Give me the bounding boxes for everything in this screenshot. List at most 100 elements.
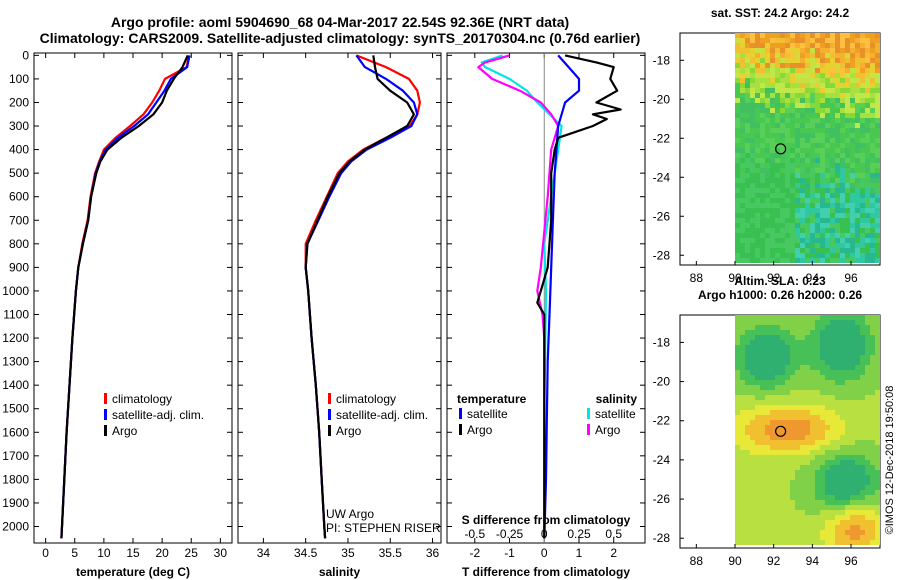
- sst-cell: [810, 118, 815, 123]
- sla-cell: [820, 505, 825, 510]
- sla-cell: [860, 480, 865, 485]
- sla-cell: [800, 330, 805, 335]
- sla-cell: [865, 365, 870, 370]
- sst-cell: [770, 108, 775, 113]
- sst-cell: [805, 198, 810, 203]
- sst-cell: [800, 108, 805, 113]
- sst-cell: [780, 258, 785, 263]
- sst-cell: [755, 83, 760, 88]
- sla-cell: [765, 400, 770, 405]
- sla-cell: [740, 455, 745, 460]
- sst-cell: [805, 78, 810, 83]
- sla-cell: [865, 385, 870, 390]
- sla-cell: [755, 480, 760, 485]
- sst-cell: [745, 68, 750, 73]
- sst-cell: [770, 138, 775, 143]
- sla-cell: [740, 355, 745, 360]
- sla-cell: [755, 405, 760, 410]
- sla-cell: [790, 385, 795, 390]
- sla-cell: [810, 355, 815, 360]
- sst-cell: [785, 128, 790, 133]
- sst-cell: [750, 203, 755, 208]
- sla-cell: [755, 395, 760, 400]
- sla-cell: [755, 380, 760, 385]
- sla-cell: [745, 335, 750, 340]
- sst-cell: [875, 88, 880, 93]
- sst-cell: [865, 88, 870, 93]
- sst-cell: [790, 253, 795, 258]
- sst-cell: [800, 63, 805, 68]
- sla-cell: [775, 405, 780, 410]
- sla-cell: [845, 315, 850, 320]
- sst-cell: [795, 203, 800, 208]
- sla-cell: [745, 485, 750, 490]
- sla-cell: [735, 345, 740, 350]
- sla-cell: [795, 415, 800, 420]
- sst-cell: [870, 73, 875, 78]
- sla-cell: [780, 440, 785, 445]
- sst-cell: [755, 118, 760, 123]
- sst-cell: [805, 53, 810, 58]
- sla-cell: [850, 460, 855, 465]
- sla-cell: [780, 345, 785, 350]
- sla-cell: [825, 315, 830, 320]
- sla-cell: [745, 425, 750, 430]
- sla-cell: [865, 415, 870, 420]
- sst-cell: [735, 163, 740, 168]
- sst-cell: [800, 88, 805, 93]
- sst-cell: [795, 213, 800, 218]
- sla-cell: [830, 495, 835, 500]
- sla-cell: [855, 345, 860, 350]
- sla-cell: [865, 495, 870, 500]
- sla-cell: [860, 510, 865, 515]
- sst-cell: [835, 118, 840, 123]
- sla-cell: [860, 465, 865, 470]
- sst-cell: [815, 98, 820, 103]
- sst-cell: [735, 73, 740, 78]
- sla-cell: [820, 320, 825, 325]
- sla-cell: [825, 450, 830, 455]
- sst-cell: [835, 243, 840, 248]
- legend-swatch: [104, 409, 107, 420]
- sst-cell: [765, 133, 770, 138]
- sst-cell: [875, 113, 880, 118]
- sst-cell: [835, 248, 840, 253]
- sla-cell: [800, 340, 805, 345]
- sla-cell: [805, 330, 810, 335]
- sst-cell: [815, 203, 820, 208]
- sst-cell: [750, 63, 755, 68]
- sst-cell: [830, 58, 835, 63]
- sst-cell: [840, 103, 845, 108]
- sst-cell: [865, 193, 870, 198]
- sla-cell: [830, 370, 835, 375]
- sla-cell: [770, 470, 775, 475]
- sst-cell: [770, 223, 775, 228]
- sla-cell: [845, 525, 850, 530]
- sst-cell: [780, 138, 785, 143]
- sla-cell: [750, 495, 755, 500]
- sla-cell: [765, 505, 770, 510]
- x-tick-label: 15: [126, 546, 140, 560]
- title-line-1: Argo profile: aoml 5904690_68 04-Mar-201…: [110, 14, 570, 30]
- sst-cell: [835, 38, 840, 43]
- sla-cell: [825, 535, 830, 540]
- sla-cell: [810, 350, 815, 355]
- sla-cell: [830, 475, 835, 480]
- sst-cell: [840, 203, 845, 208]
- sla-cell: [870, 450, 875, 455]
- legend-swatch: [459, 408, 462, 419]
- sla-cell: [845, 430, 850, 435]
- sst-cell: [735, 53, 740, 58]
- sla-cell: [810, 510, 815, 515]
- sst-cell: [735, 228, 740, 233]
- sst-cell: [870, 253, 875, 258]
- sla-cell: [845, 465, 850, 470]
- sla-cell: [780, 385, 785, 390]
- sst-cell: [865, 258, 870, 263]
- sla-cell: [840, 485, 845, 490]
- sst-cell: [780, 83, 785, 88]
- sst-cell: [860, 163, 865, 168]
- sst-cell: [865, 68, 870, 73]
- sla-cell: [745, 495, 750, 500]
- sst-cell: [860, 93, 865, 98]
